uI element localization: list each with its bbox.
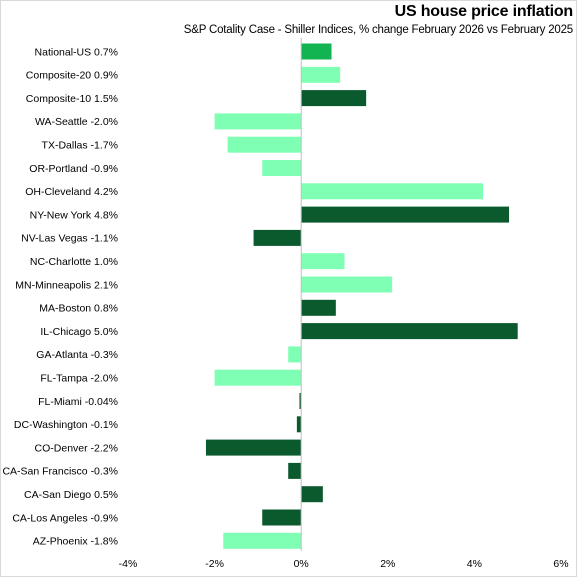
- bar-8: [253, 229, 302, 246]
- bar-10: [301, 276, 393, 293]
- bars-group: [205, 43, 518, 549]
- bar-17: [205, 439, 302, 456]
- category-label: MN-Minneapolis 2.1%: [15, 279, 118, 291]
- bar-20: [262, 509, 302, 526]
- bar-3: [214, 113, 302, 130]
- bar-19: [301, 486, 323, 503]
- bar-9: [301, 253, 345, 270]
- bar-4: [227, 136, 302, 153]
- bar-18: [288, 462, 302, 479]
- x-tick-label: 6%: [553, 558, 568, 570]
- category-label: NC-Charlotte 1.0%: [30, 256, 118, 268]
- category-label: GA-Atlanta -0.3%: [36, 349, 118, 361]
- chart-subtitle: S&P Cotality Case - Shiller Indices, % c…: [183, 24, 573, 36]
- category-label: DC-Washington -0.1%: [14, 419, 118, 431]
- chart-title: US house price inflation: [394, 3, 574, 20]
- bar-0: [301, 43, 332, 60]
- bar-1: [301, 66, 341, 83]
- category-label: Composite-20 0.9%: [26, 70, 118, 82]
- category-label: AZ-Phoenix -1.8%: [33, 536, 118, 548]
- category-label: TX-Dallas -1.7%: [42, 140, 118, 152]
- bar-6: [301, 183, 484, 200]
- category-label: CA-Los Angeles -0.9%: [12, 512, 118, 524]
- bar-7: [301, 206, 510, 223]
- category-label: IL-Chicago 5.0%: [40, 326, 118, 338]
- x-tick-label: -4%: [119, 558, 138, 570]
- category-label: Composite-10 1.5%: [26, 93, 118, 105]
- category-label: OH-Cleveland 4.2%: [25, 186, 118, 198]
- bar-16: [296, 416, 302, 433]
- category-label: NY-New York 4.8%: [30, 209, 118, 221]
- bar-5: [262, 160, 302, 176]
- x-tick-label: 2%: [380, 558, 395, 570]
- category-label: FL-Miami -0.04%: [38, 396, 118, 408]
- bar-12: [301, 323, 518, 340]
- x-axis: -4% -2% 0% 2% 4% 6%: [119, 38, 569, 570]
- x-tick-label: 4%: [467, 558, 482, 570]
- category-labels-group: National-US 0.7% Composite-20 0.9% Composi…: [2, 46, 118, 547]
- bar-11: [301, 299, 336, 316]
- category-label: CO-Denver -2.2%: [35, 442, 118, 454]
- category-label: NV-Las Vegas -1.1%: [21, 233, 118, 245]
- category-label: MA-Boston 0.8%: [39, 303, 118, 315]
- bar-13: [288, 346, 302, 363]
- x-tick-label: 0%: [294, 558, 309, 570]
- category-label: National-US 0.7%: [35, 46, 118, 58]
- bar-21: [223, 532, 302, 549]
- bar-2: [301, 90, 367, 107]
- bar-14: [214, 369, 302, 386]
- bar-15: [299, 393, 302, 409]
- category-label: CA-San Diego 0.5%: [24, 489, 118, 501]
- category-label: FL-Tampa -2.0%: [40, 373, 118, 385]
- category-label: OR-Portland -0.9%: [29, 163, 118, 175]
- category-label: CA-San Francisco -0.3%: [2, 466, 118, 478]
- category-label: WA-Seattle -2.0%: [35, 116, 118, 128]
- x-tick-label: -2%: [205, 558, 224, 570]
